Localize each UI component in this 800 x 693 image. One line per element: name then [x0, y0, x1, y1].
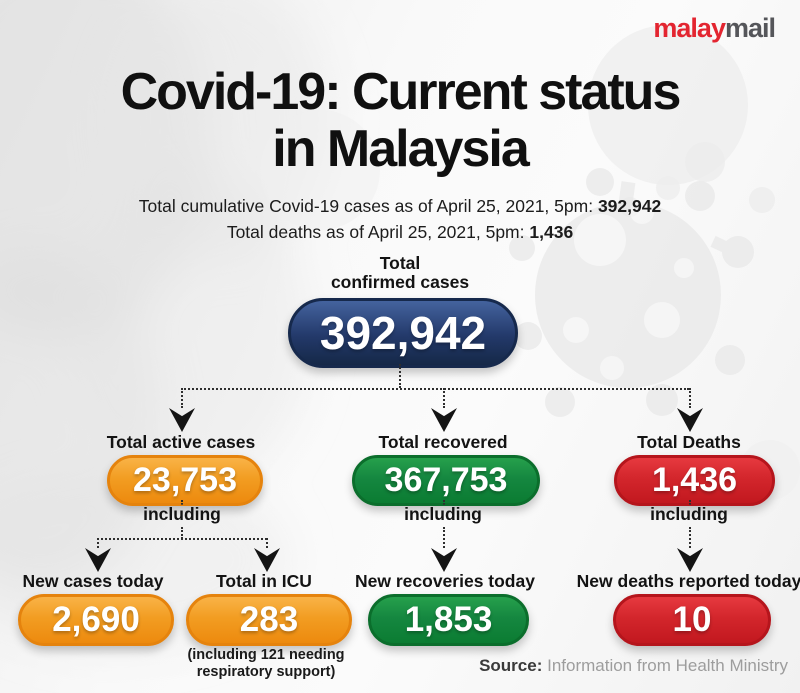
connector-drop-active	[181, 388, 183, 408]
summary-cases-label: Total cumulative Covid-19 cases as of Ap…	[138, 196, 594, 216]
malaymail-logo: malaymail	[653, 13, 776, 44]
connector-drop-icu	[266, 538, 268, 548]
connector-drop-recovered	[443, 388, 445, 408]
summary-deaths-label: Total deaths as of April 25, 2021, 5pm:	[226, 222, 525, 242]
icu-note-line1: (including 121 needing	[187, 647, 345, 663]
connector-drop-deaths	[689, 388, 691, 408]
arrow-down-icon	[85, 548, 111, 572]
connector-recovered-stem-top	[443, 500, 445, 505]
summary-deaths-value: 1,436	[529, 222, 574, 242]
total-confirmed-label: Total confirmed cases	[300, 254, 500, 292]
connector-drop-new-cases	[97, 538, 99, 548]
logo-mail-text: mail	[724, 13, 776, 43]
source-label: Source:	[479, 656, 543, 675]
total-deaths-pill: 1,436	[614, 455, 775, 506]
connector-active-horizontal	[97, 538, 267, 540]
total-active-cases-pill: 23,753	[107, 455, 263, 506]
total-recovered-label: Total recovered	[378, 432, 508, 452]
source-text: Information from Health Ministry	[547, 656, 788, 675]
connector-level1-horizontal	[181, 388, 689, 390]
logo-malay-text: malay	[653, 13, 726, 43]
icu-note-line2: respiratory support)	[196, 664, 336, 680]
connector-root-stem	[399, 364, 401, 388]
arrow-down-icon	[431, 548, 457, 572]
total-recovered-pill: 367,753	[352, 455, 540, 506]
arrow-down-icon	[169, 408, 195, 432]
arrow-down-icon	[677, 548, 703, 572]
total-confirmed-label-line1: Total	[379, 253, 421, 273]
connector-deaths-stem-bottom	[689, 527, 691, 548]
new-cases-today-label: New cases today	[22, 571, 164, 591]
source-line: Source: Information from Health Ministry	[479, 656, 788, 676]
arrow-down-icon	[677, 408, 703, 432]
including-active-label: including	[143, 504, 221, 524]
icu-note: (including 121 needing respiratory suppo…	[166, 647, 366, 681]
page-title-line1: Covid-19: Current status	[120, 63, 682, 121]
connector-deaths-stem-top	[689, 500, 691, 505]
virus-icon	[509, 168, 754, 417]
total-active-cases-label: Total active cases	[106, 432, 256, 452]
arrow-down-icon	[431, 408, 457, 432]
connector-active-stem-top	[181, 500, 183, 505]
page-title: Covid-19: Current status in Malaysia	[0, 64, 800, 178]
new-recoveries-today-pill: 1,853	[368, 594, 529, 646]
arrow-down-icon	[254, 548, 280, 572]
page-title-line2: in Malaysia	[272, 120, 529, 178]
new-deaths-today-pill: 10	[613, 594, 771, 646]
connector-active-stem-bottom	[181, 527, 183, 539]
new-cases-today-pill: 2,690	[18, 594, 174, 646]
connector-recovered-stem-bottom	[443, 527, 445, 548]
summary-line-deaths: Total deaths as of April 25, 2021, 5pm: …	[0, 222, 800, 243]
new-recoveries-today-label: New recoveries today	[355, 571, 535, 591]
total-confirmed-pill: 392,942	[288, 298, 518, 368]
total-in-icu-pill: 283	[186, 594, 352, 646]
total-in-icu-label: Total in ICU	[216, 571, 312, 591]
summary-line-cases: Total cumulative Covid-19 cases as of Ap…	[0, 196, 800, 217]
total-confirmed-label-line2: confirmed cases	[330, 272, 470, 292]
summary-cases-value: 392,942	[597, 196, 662, 216]
total-deaths-label: Total Deaths	[637, 432, 741, 452]
including-recovered-label: including	[404, 504, 482, 524]
including-deaths-label: including	[650, 504, 728, 524]
new-deaths-today-label: New deaths reported today	[576, 571, 800, 591]
